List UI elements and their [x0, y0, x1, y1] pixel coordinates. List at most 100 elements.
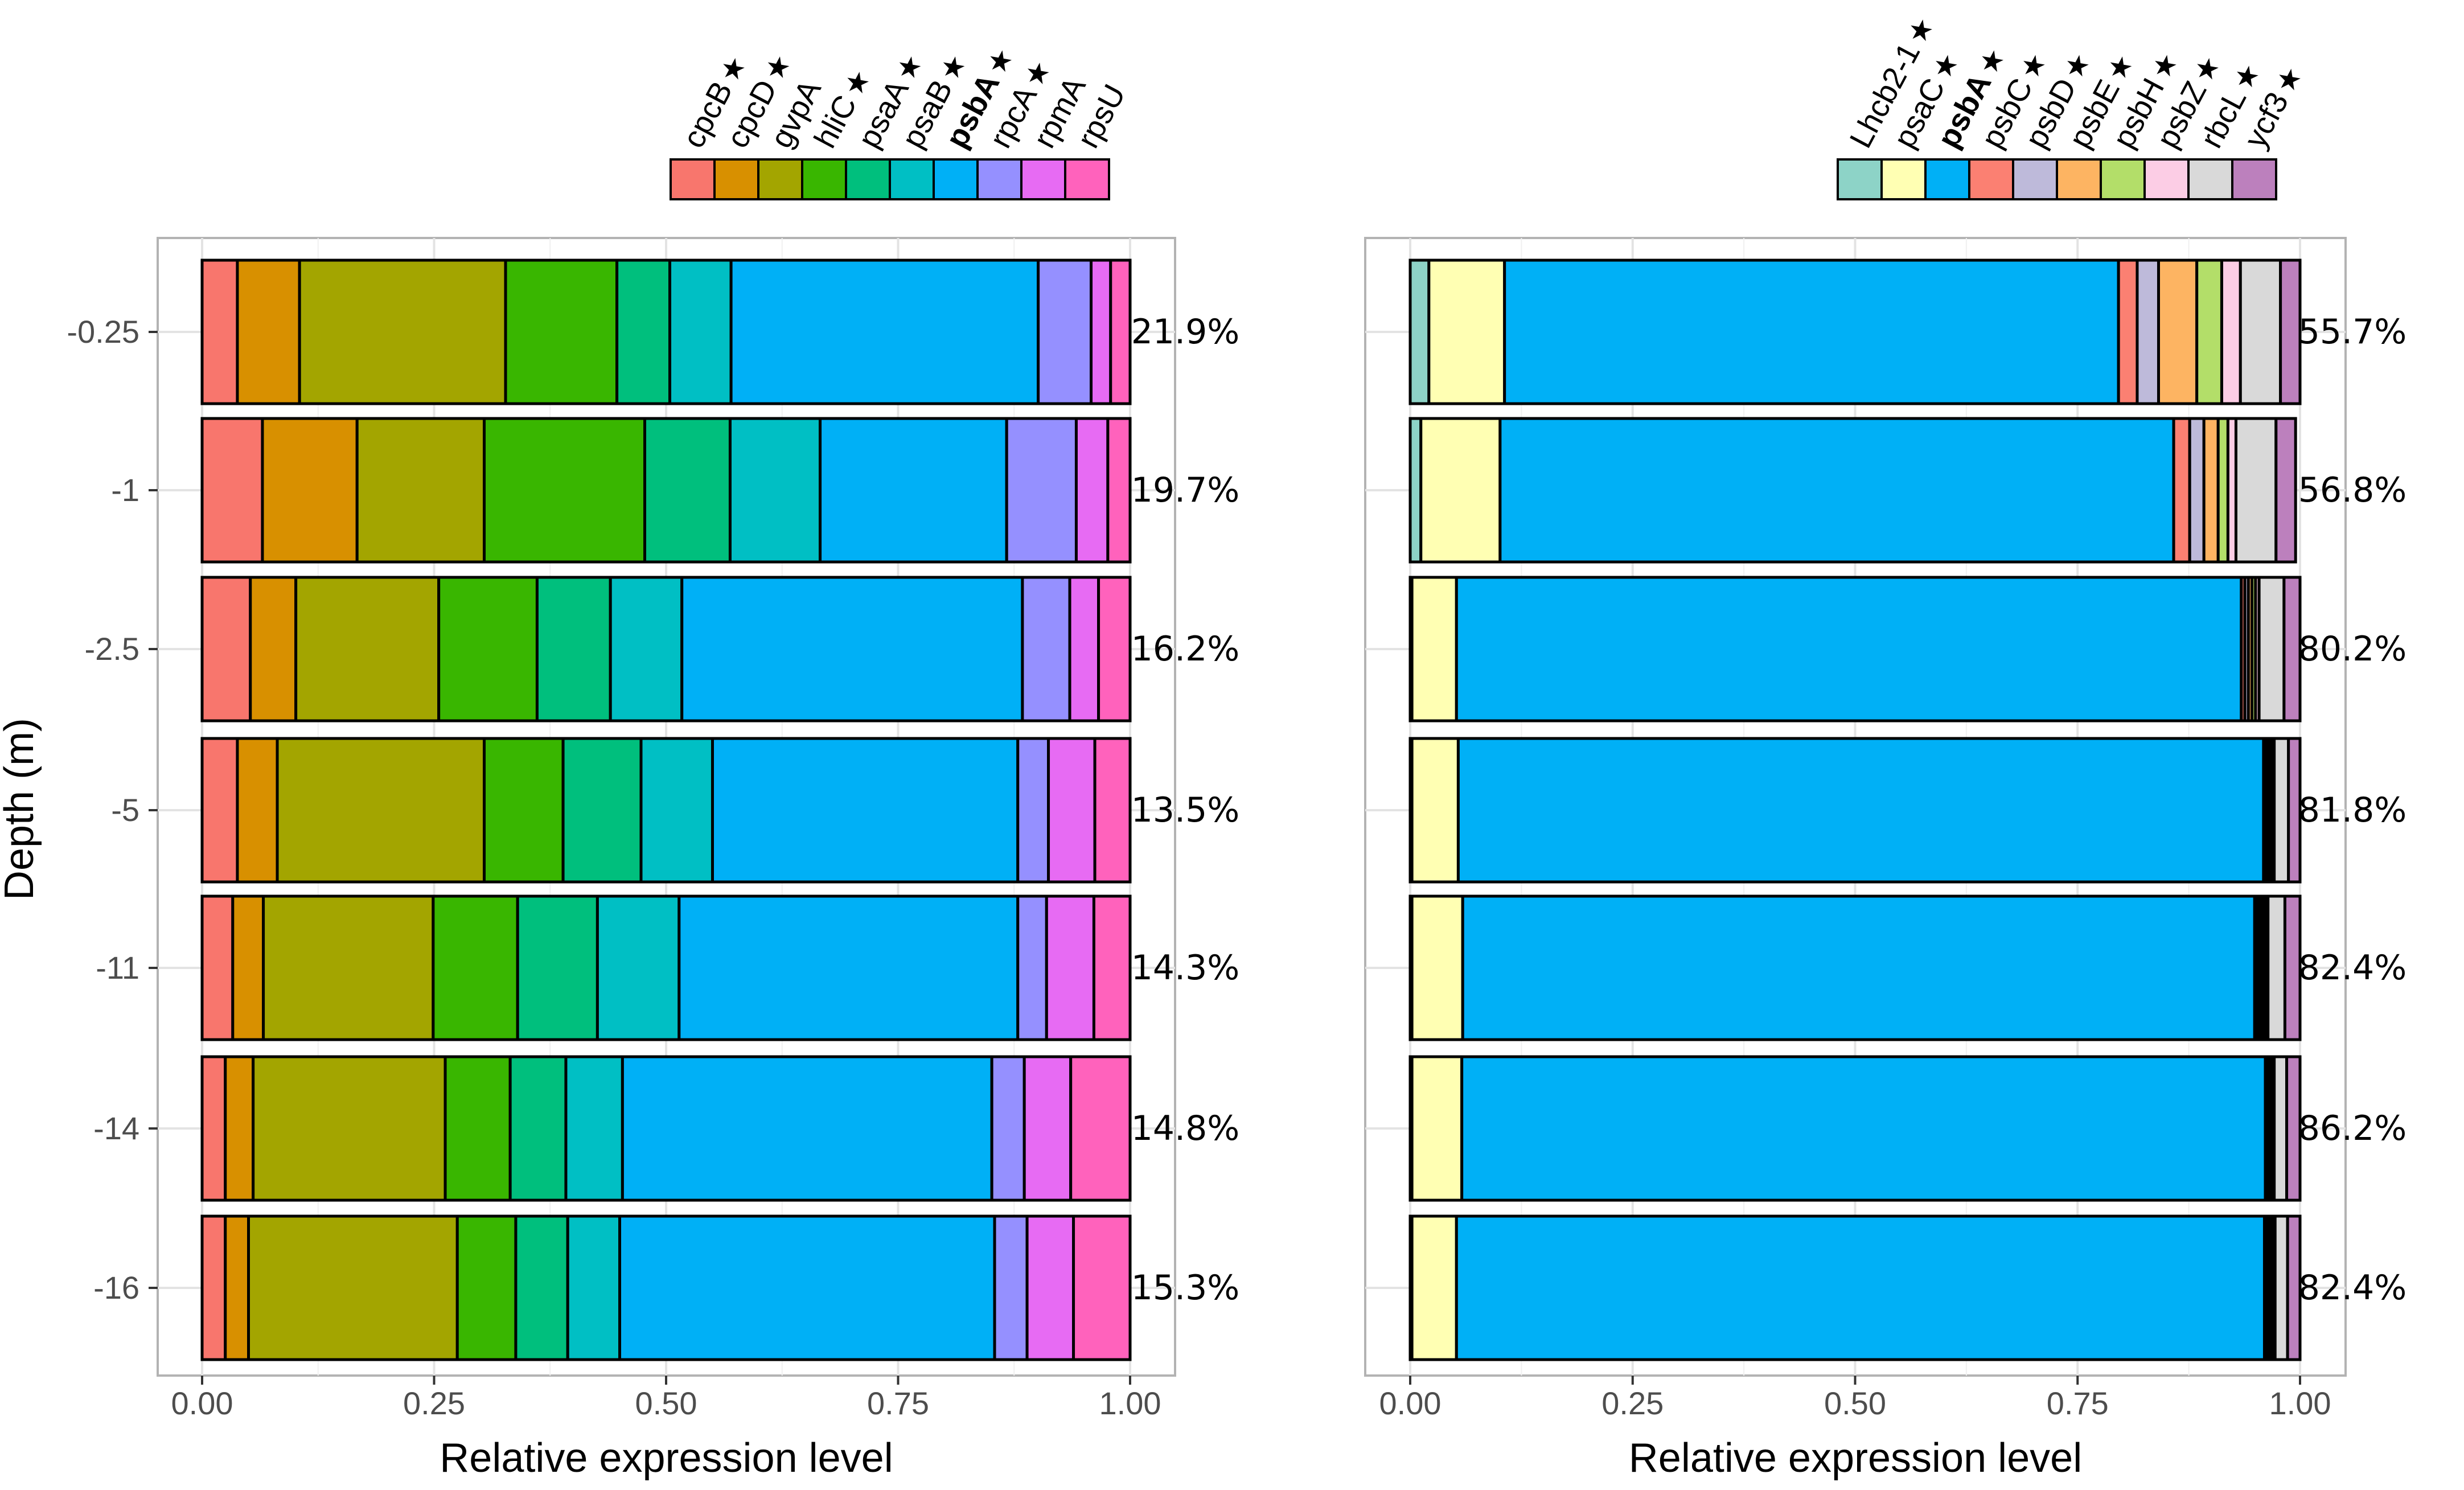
right-percent-label: 86.2% [2298, 1109, 2407, 1148]
y-tick-label: -16 [93, 1270, 139, 1306]
left-bar-segment-gvpa [252, 1055, 447, 1202]
left-bar-segment-rpsu [1092, 894, 1132, 1041]
left-percent-label: 14.8% [1131, 1109, 1240, 1148]
right-bar-segment-psba [1461, 894, 2256, 1041]
right-bar-row--0.25 [1408, 258, 2302, 405]
left-bar-segment-cpcd [236, 737, 279, 884]
left-bar-segment-rpsu [1097, 576, 1132, 723]
left-bar-segment-rpsu [1069, 1055, 1132, 1202]
legend-swatch [713, 158, 759, 200]
legend-swatch [933, 158, 979, 200]
right-percent-label: 56.8% [2298, 470, 2407, 510]
left-bar-segment-rpma [1047, 737, 1097, 884]
left-bar-segment-psaa [535, 576, 612, 723]
left-bar-segment-rpma [1025, 1214, 1075, 1361]
left-bar-segment-cpcb [200, 894, 235, 1041]
right-panel: 55.7% 56.8% 80.2% 81.8% 82.4% 86.2% 82.4% 0.00 0… [1364, 11, 2407, 1481]
right-bar-segment-rbcl [2273, 1055, 2289, 1202]
right-bar-segment-ycf3 [2283, 894, 2302, 1041]
right-percent-label: 82.4% [2298, 948, 2407, 988]
right-x-tick-label: 0.25 [1601, 1385, 1664, 1421]
left-percent-label: 21.9% [1131, 312, 1240, 352]
right-bar-segment-psac [1410, 1055, 1464, 1202]
y-tick-label: -0.25 [67, 314, 139, 350]
y-tick-label: -11 [96, 950, 139, 986]
left-bar-segment-cpcb [200, 258, 239, 405]
left-x-tick-label: 0.25 [403, 1385, 465, 1421]
right-bar-segment-psac [1410, 737, 1460, 884]
right-bar-segment-ycf3 [2285, 1055, 2302, 1202]
left-percent-label: 19.7% [1131, 470, 1240, 510]
left-bar-segment-cpcd [249, 576, 298, 723]
right-bar-segment-ycf3 [2282, 576, 2302, 723]
legend-swatch [845, 158, 891, 200]
left-bar-row--0.25 [200, 258, 1132, 405]
left-bar-segment-hlic [437, 576, 539, 723]
left-bar-segment-psba [729, 258, 1040, 405]
left-bar-segment-psab [566, 1214, 621, 1361]
legend-swatch [1924, 158, 1970, 200]
legend-swatch [2231, 158, 2277, 200]
legend-swatch [2100, 158, 2146, 200]
right-bar-segment-rbcl [2273, 1214, 2289, 1361]
legend-swatch [2012, 158, 2058, 200]
right-bar-row--16 [1408, 1214, 2302, 1361]
right-bar-segment-psbc [2117, 258, 2139, 405]
legend-swatch [2187, 158, 2233, 200]
right-bar-segment-psbe [2202, 417, 2220, 564]
legend-swatch [757, 158, 803, 200]
left-bar-segment-rpma [1074, 417, 1110, 564]
right-bar-segment-psba [1455, 576, 2243, 723]
left-bar-segment-rpca [1021, 576, 1071, 723]
left-x-tick-label: 0.75 [867, 1385, 929, 1421]
left-bar-segment-hlic [504, 258, 619, 405]
right-bar-segment-psac [1419, 417, 1502, 564]
left-bar-segment-psab [564, 1055, 624, 1202]
right-bar-segment-psba [1460, 1055, 2267, 1202]
left-bar-segment-psba [680, 576, 1024, 723]
legend-swatch [1880, 158, 1927, 200]
right-bar-segment-lhcb2-1 [1408, 417, 1423, 564]
right-bar-segment-psba [1503, 258, 2120, 405]
right-bar-row--1 [1408, 417, 2297, 564]
left-bar-segment-gvpa [262, 894, 435, 1041]
left-bar-segment-psba [621, 1055, 993, 1202]
left-bar-segment-rpma [1022, 1055, 1073, 1202]
right-bar-segment-psbh [2216, 417, 2229, 564]
legend-swatch [1020, 158, 1066, 200]
left-bar-segment-psab [668, 258, 733, 405]
left-bar-segment-cpcd [261, 417, 359, 564]
left-panel: 21.9% -0.25 19.7% -1 16.2% -2.5 13.5% -5 14.3% -1… [67, 42, 1239, 1481]
y-axis-title: Depth (m) [0, 718, 42, 900]
right-bar-row--5 [1408, 737, 2302, 884]
left-bar-segment-cpcd [224, 1214, 250, 1361]
right-bar-row--14 [1408, 1055, 2302, 1202]
legend-swatch [2143, 158, 2190, 200]
left-bar-segment-gvpa [298, 258, 507, 405]
right-x-tick-label: 1.00 [2269, 1385, 2331, 1421]
right-bar-segment-rbcl [2266, 894, 2286, 1041]
left-bar-segment-psaa [615, 258, 672, 405]
left-bar-segment-psaa [643, 417, 732, 564]
left-bar-segment-cpcb [200, 737, 239, 884]
right-bar-row--11 [1408, 894, 2302, 1041]
right-percent-label: 82.4% [2298, 1268, 2407, 1308]
left-bar-segment-rpsu [1109, 258, 1132, 405]
right-bar-segment-psbc [2172, 417, 2191, 564]
right-bar-segment-psac [1410, 576, 1458, 723]
left-bar-segment-rpma [1090, 258, 1112, 405]
right-bar-segment-psba [1456, 737, 2265, 884]
left-bar-segment-rpma [1068, 576, 1100, 723]
legend-swatch [1968, 158, 2014, 200]
left-bar-segment-rpca [1016, 737, 1050, 884]
left-legend-item-hlic: hliC★ [801, 64, 877, 200]
right-bar-segment-psac [1410, 894, 1464, 1041]
right-bar-segment-psbe [2157, 258, 2199, 405]
left-bar-segment-rpsu [1072, 1214, 1132, 1361]
left-bar-segment-cpcb [200, 1055, 227, 1202]
left-bar-row--1 [200, 417, 1132, 564]
left-bar-segment-psba [618, 1214, 996, 1361]
left-bar-segment-rpma [1045, 894, 1095, 1041]
